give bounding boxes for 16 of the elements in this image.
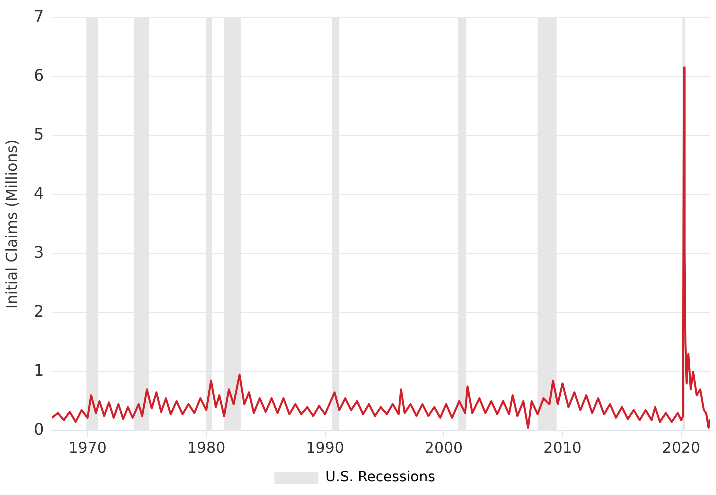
x-tick-label: 2020 [662,438,701,457]
y-tick-label: 7 [34,6,44,26]
legend-label: U.S. Recessions [326,470,436,486]
y-tick-label: 2 [34,302,44,322]
x-tick-label: 1990 [306,438,344,457]
y-tick-label: 1 [34,361,44,380]
x-tick-label: 2000 [424,438,464,457]
y-tick-label: 4 [34,184,44,203]
x-tick-label: 2010 [544,438,582,457]
x-tick-label: 1980 [187,438,226,457]
y-tick-label: 0 [34,420,44,440]
y-axis-title: Initial Claims (Millions) [2,140,21,309]
y-tick-label: 6 [34,66,44,85]
y-tick-label: 5 [34,124,44,144]
x-tick-label: 1970 [68,438,107,457]
y-tick-label: 3 [34,242,44,262]
